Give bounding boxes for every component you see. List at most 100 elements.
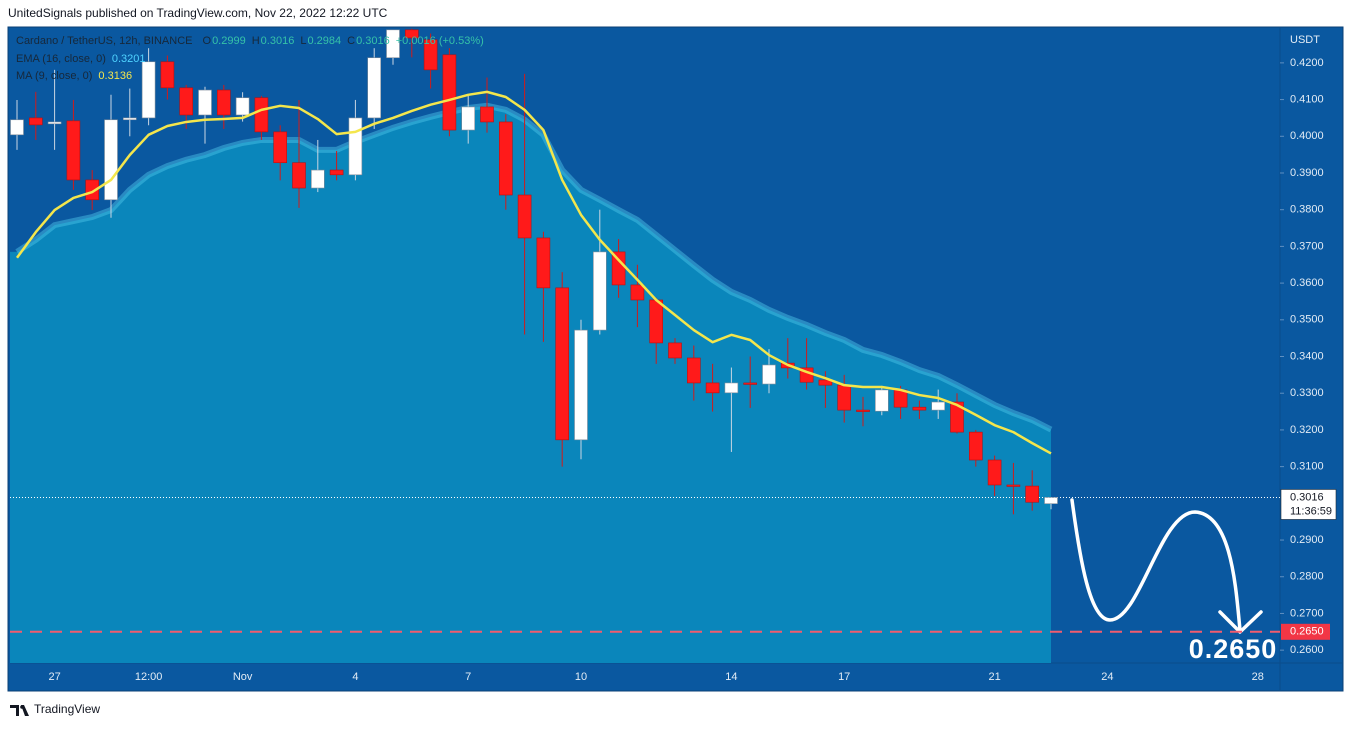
legend-change: +0.0016 (+0.53%): [396, 35, 484, 47]
y-tick-label: 0.3400: [1290, 350, 1324, 362]
candle-body: [480, 106, 494, 123]
legend-value: 0.2999: [212, 35, 246, 47]
candle-body: [837, 384, 852, 411]
candle-body: [141, 61, 156, 119]
y-tick-label: 0.2600: [1290, 644, 1324, 656]
legend-indicator: EMA (16, close, 0): [16, 53, 106, 65]
candle-body: [198, 89, 212, 116]
candle-body: [10, 119, 24, 136]
candle-body: [273, 131, 288, 164]
candle-body: [28, 117, 43, 126]
y-tick-label: 0.4000: [1290, 130, 1324, 142]
candle-body: [724, 382, 739, 394]
y-tick-label: 0.2800: [1290, 571, 1324, 583]
candle-body: [348, 117, 363, 176]
legend-letter: H: [252, 35, 260, 47]
projection-arrow: [1070, 498, 1242, 632]
x-tick-label: 14: [725, 671, 737, 683]
x-tick-label: 28: [1252, 671, 1264, 683]
candle-body: [856, 409, 870, 412]
candle-body: [950, 401, 964, 433]
candle-body: [686, 357, 701, 384]
x-tick-label: 4: [352, 671, 358, 683]
candle-body: [217, 89, 231, 116]
candle-body: [386, 29, 400, 59]
candle-body: [912, 406, 927, 411]
x-tick-label: 7: [465, 671, 471, 683]
candle-body: [404, 29, 419, 39]
header: UnitedSignals published on TradingView.c…: [8, 6, 388, 20]
y-tick-label: 0.3800: [1290, 204, 1324, 216]
y-tick-label: 0.3700: [1290, 240, 1324, 252]
x-tick-label: 10: [575, 671, 587, 683]
candle-body: [329, 169, 344, 176]
candle-body: [536, 237, 551, 289]
legend-letter: L: [300, 35, 306, 47]
ema-area: [10, 105, 1051, 663]
candle-body: [574, 329, 588, 441]
candle-body: [1006, 484, 1021, 487]
candle-body: [931, 401, 946, 411]
y-tick-label: 0.3100: [1290, 461, 1324, 473]
candle-body: [179, 87, 193, 116]
legend-symbol: Cardano / TetherUS, 12h, BINANCE: [16, 35, 193, 47]
target-tag: [1281, 623, 1330, 640]
y-tick-label: 0.4100: [1290, 93, 1324, 105]
x-tick-label: 17: [838, 671, 850, 683]
candle-body: [254, 97, 269, 133]
y-tick-label: 0.3200: [1290, 424, 1324, 436]
candle-body: [235, 97, 250, 116]
x-tick-label: 27: [48, 671, 60, 683]
legend-value: 0.3016: [261, 35, 295, 47]
ema-line: [15, 102, 1053, 433]
last-price-tag: [1280, 489, 1337, 520]
y-tick-label: 0.3600: [1290, 277, 1324, 289]
y-tick-label: 0.3500: [1290, 314, 1324, 326]
candle-body: [85, 179, 99, 201]
candle-body: [461, 106, 476, 131]
candle-body: [517, 194, 532, 239]
x-tick-label: Nov: [233, 671, 253, 683]
y-tick-label: 0.4200: [1290, 57, 1324, 69]
legend-letter: O: [203, 35, 212, 47]
candle-body: [818, 379, 833, 386]
x-tick-label: 12:00: [135, 671, 163, 683]
legend-indicator-value: 0.3136: [98, 70, 132, 82]
legend-indicator-value: 0.3201: [112, 53, 146, 65]
candle-body: [743, 382, 758, 385]
x-tick-label: 21: [988, 671, 1000, 683]
candle-body: [874, 389, 889, 412]
candle-body: [292, 162, 306, 189]
candle-body: [47, 121, 62, 125]
candle-body: [160, 61, 175, 89]
candle-body: [66, 120, 81, 181]
target-tag-label: 0.2650: [1290, 626, 1324, 638]
tv-logo: [10, 705, 29, 716]
candle-body: [367, 57, 382, 119]
plot: [10, 28, 1280, 663]
legend-value: 0.2984: [307, 35, 341, 47]
candle-body: [592, 251, 607, 331]
ma-line: [15, 90, 1052, 455]
y-tick-label: 0.2900: [1290, 534, 1324, 546]
candle-body: [649, 299, 664, 344]
candle-body: [705, 382, 720, 394]
legend-value: 0.3016: [356, 35, 390, 47]
last-price-label: 0.3016: [1290, 491, 1324, 503]
y-tick-label: 0.3900: [1290, 167, 1324, 179]
candle-body: [668, 342, 682, 359]
candle-body: [630, 284, 645, 301]
countdown-label: 11:36:59: [1290, 505, 1332, 517]
candle-body: [1044, 497, 1058, 504]
currency-label: USDT: [1290, 34, 1320, 46]
target-big-label: 0.2650: [1189, 634, 1278, 664]
candle-body: [1025, 485, 1039, 503]
candle-body: [104, 119, 118, 201]
legend-indicator: MA (9, close, 0): [16, 70, 92, 82]
candle-body: [442, 54, 457, 131]
candle-body: [423, 39, 438, 71]
footer-brand: TradingView: [34, 702, 100, 716]
candle-body: [555, 287, 570, 441]
